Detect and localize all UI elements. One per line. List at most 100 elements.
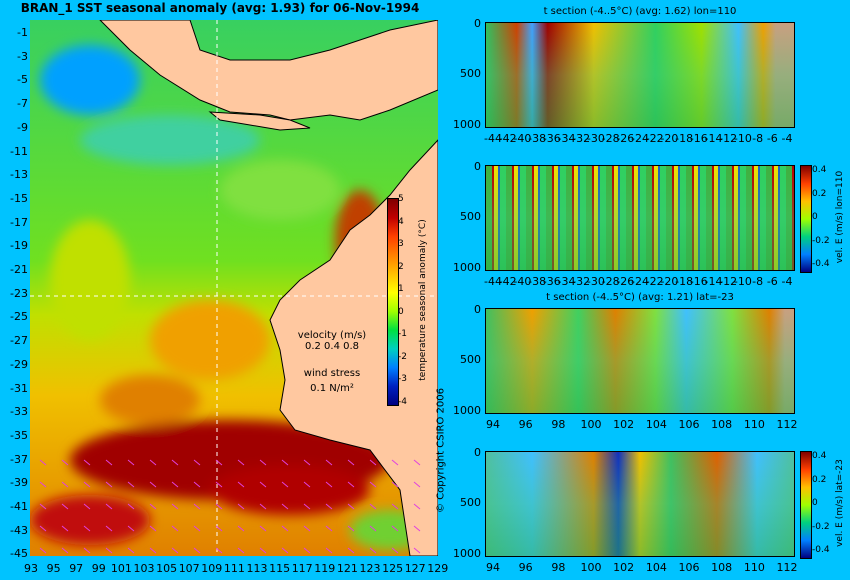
velocity-colorbar-label: vel. E (m/s) lon=110 [835,170,845,264]
section-x-tick-label: -40 [513,132,532,145]
colorbar-tick-label: 5 [398,194,404,204]
section-x-tick-label: -34 [557,132,576,145]
section-x-tick-label: 96 [518,561,533,574]
lat-tick-label: -31 [10,381,28,395]
wind-vector [325,481,333,488]
wind-vector [281,503,289,510]
wind-vector [193,547,201,554]
section-x-tick-label: -26 [616,275,635,288]
section-x-tick-label: -16 [689,275,708,288]
section-x-tick-label: 108 [711,561,733,574]
depth-tick-label: 1000 [453,260,481,274]
lon-tick-label: 119 [314,562,336,575]
velocity-colorbar-tick: -0.4 [812,545,830,555]
section-x-tick-label: -32 [572,132,591,145]
wind-vector [215,481,223,488]
lat-tick-label: -37 [10,452,28,466]
section-x-tick-label: -8 [752,132,764,145]
wind-vector [391,525,399,532]
lat-tick-label: -33 [10,405,28,419]
section-panel [485,22,795,128]
wind-vector [303,459,311,466]
lon-tick-label: 121 [336,562,358,575]
lon-tick-label: 125 [382,562,404,575]
section-x-tick-label: -14 [704,275,723,288]
wind-vector [171,547,179,554]
colorbar-tick-label: 1 [398,284,404,294]
lon-tick-label: 127 [404,562,426,575]
wind-vector [347,459,355,466]
velocity-colorbar-tick: 0.4 [812,451,827,461]
wind-vector [391,547,399,554]
section-x-tick-label: 98 [551,561,566,574]
section-x-tick-label: -42 [498,275,517,288]
wind-vector [127,459,135,466]
colorbar-tick-label: 4 [398,216,404,227]
wind-vector [39,459,47,466]
velocity-colorbar-tick: 0.2 [812,188,827,199]
depth-tick-label: 0 [474,446,481,459]
section-x-tick-label: -28 [601,132,620,145]
sst-anomaly-map [30,20,438,556]
lon-tick-label: 117 [291,562,313,575]
lon-tick-label: 115 [269,562,291,575]
wind-vectors [39,459,421,554]
section-x-tick-label: -40 [513,275,532,288]
section-x-tick-label: 96 [518,418,533,431]
wind-vector [303,547,311,554]
velocity-colorbar-tick: -0.4 [812,259,830,269]
section-x-tick-label: -36 [542,275,561,288]
section-x-tick-label: 110 [743,561,765,574]
lat-tick-label: -3 [17,49,28,63]
section-x-tick-label: 106 [678,418,700,431]
section-x-tick-label: -24 [631,132,649,145]
lon-tick-label: 107 [178,562,200,575]
lon-tick-label: 123 [359,562,381,575]
wind-vector [83,547,91,554]
depth-shade [486,309,794,413]
map-colorbar-label: temperature seasonal anomaly (°C) [418,219,428,381]
depth-tick-label: 500 [460,496,481,510]
lon-tick-label: 99 [91,562,106,575]
lon-tick-label: 105 [156,562,178,575]
section-x-tick-label: -14 [704,132,723,145]
depth-tick-label: 500 [460,210,481,224]
wind-vector [127,547,135,554]
section-x-tick-label: -10 [733,275,752,288]
sst-map-svg [30,20,438,556]
lon-tick-label: 103 [133,562,155,575]
wind-vector [259,481,267,488]
velocity-scale: 0.2 0.4 0.8 [304,341,360,352]
section-x-tick-label: -34 [557,275,576,288]
wind-vector [171,481,179,488]
depth-tick-label: 0 [474,17,481,30]
colorbar-tick-label: -4 [398,396,407,407]
wind-vector [193,503,201,510]
section-x-tick-label: -18 [675,132,694,145]
wind-vector [105,503,113,510]
wind-vector [83,459,91,466]
depth-tick-label: 1000 [453,546,481,560]
section-x-tick-label: -4 [781,132,793,145]
lat-tick-label: -17 [10,215,28,229]
lat-tick-label: -15 [10,191,28,205]
velocity-legend: velocity (m/s) 0.2 0.4 0.8 wind stress 0… [292,330,372,394]
lat-tick-label: -7 [17,97,28,111]
velocity-colorbar-tick: -0.2 [812,521,830,532]
section-x-tick-label: 112 [776,561,798,574]
lat-tick-label: -29 [10,357,28,371]
wind-vector [39,547,47,554]
wind-vector [237,459,245,466]
wind-vector [347,503,355,510]
section-x-tick-label: -20 [660,132,679,145]
lon-tick-label: 101 [110,562,132,575]
velocity-colorbar-tick: 0.2 [812,474,827,485]
wind-vector [127,525,135,532]
lat-tick-label: -11 [10,144,28,158]
wind-vector [61,481,69,488]
section-x-tick-label: 102 [613,561,635,574]
section-x-tick-label: -42 [498,132,517,145]
colorbar-tick-label: 2 [398,261,404,272]
lon-tick-label: 111 [223,562,245,575]
section-x-tick-label: -20 [660,275,679,288]
